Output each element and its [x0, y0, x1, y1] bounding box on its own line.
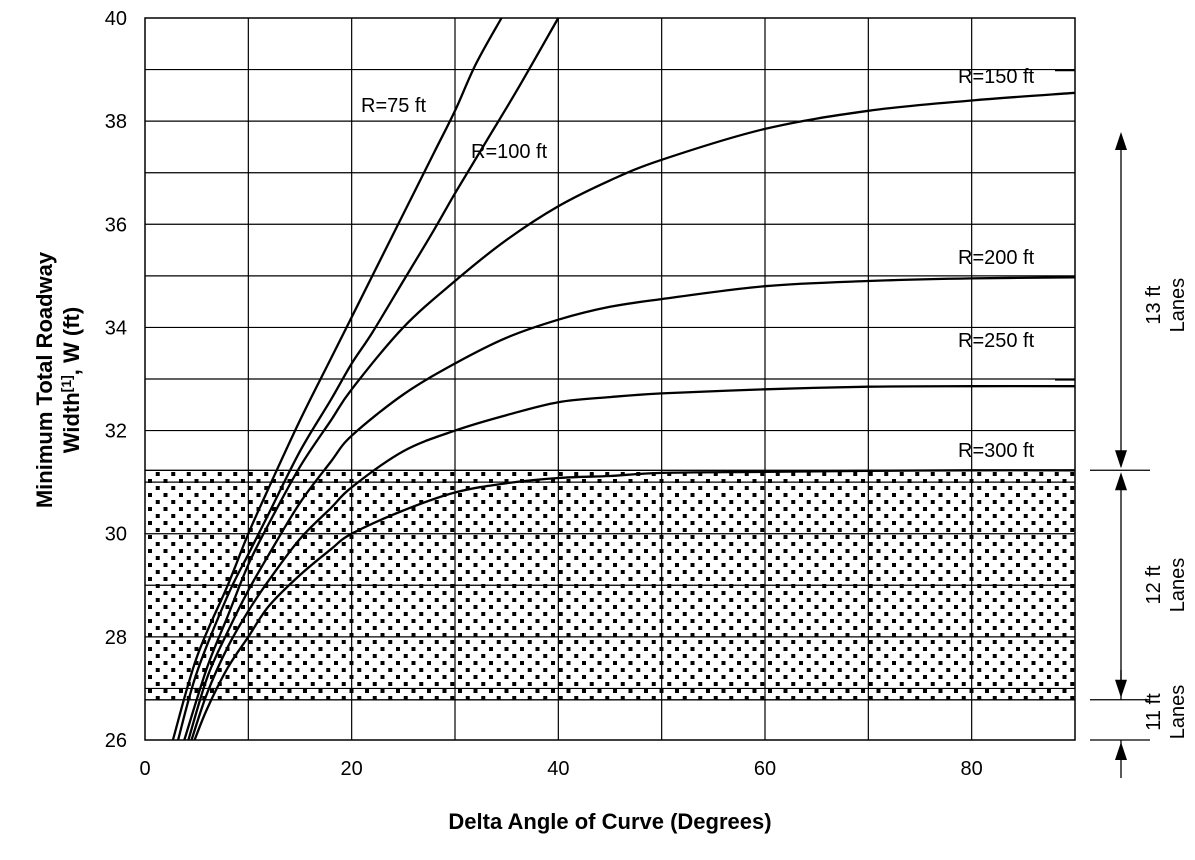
- lane-band-width: 12 ft: [1143, 565, 1165, 604]
- lane-band-label: 13 ft Lanes: [1143, 278, 1189, 333]
- curve-label-r300: R=300 ft: [958, 440, 1035, 462]
- arrowhead: [1115, 472, 1127, 491]
- lane-band-width: 13 ft: [1143, 285, 1165, 324]
- x-tick-label: 20: [341, 758, 363, 780]
- curve-r200: [187, 276, 1076, 741]
- x-tick-label: 0: [139, 758, 150, 780]
- y-tick-label: 28: [105, 627, 127, 649]
- arrowhead: [1115, 742, 1127, 760]
- y-tick-label: 34: [105, 317, 127, 339]
- curve-r100: [176, 17, 560, 741]
- lane-band-label: 11 ft Lanes: [1143, 685, 1189, 740]
- lane-band-width: 11 ft: [1143, 693, 1165, 731]
- x-tick-label: 40: [547, 758, 569, 780]
- y-tick-labels: 26 28 30 32 34 36 38 40: [105, 8, 127, 752]
- y-axis-title: Minimum Total Roadway Width[1], W (ft): [32, 251, 84, 508]
- curve-r75: [171, 17, 503, 741]
- y-axis-title-line2: Width[1], W (ft): [58, 307, 84, 453]
- curve-label-r200: R=200 ft: [958, 247, 1035, 269]
- x-tick-label: 80: [961, 758, 983, 780]
- x-axis-title: Delta Angle of Curve (Degrees): [448, 809, 771, 834]
- x-tick-labels: 0 20 40 60 80: [139, 758, 982, 780]
- y-tick-label: 40: [105, 8, 127, 30]
- y-tick-label: 30: [105, 524, 127, 546]
- lane-band-word: Lanes: [1167, 558, 1189, 613]
- y-tick-label: 26: [105, 730, 127, 752]
- y-tick-label: 32: [105, 421, 127, 443]
- y-tick-label: 36: [105, 214, 127, 236]
- grid-lines: [145, 18, 1075, 740]
- curve-r300: [193, 469, 1076, 741]
- lane-band-word: Lanes: [1167, 278, 1189, 333]
- plot-frame: [144, 17, 1076, 741]
- y-tick-label: 38: [105, 111, 127, 133]
- x-tick-label: 60: [754, 758, 776, 780]
- curve-label-r150: R=150 ft: [958, 66, 1035, 88]
- curve-r250: [190, 385, 1076, 741]
- curve-label-r100: R=100 ft: [471, 141, 548, 163]
- curve-label-r250: R=250 ft: [958, 330, 1035, 352]
- lane-band-word: Lanes: [1167, 685, 1189, 740]
- y-axis-title-line1: Minimum Total Roadway: [32, 251, 57, 508]
- curves: [171, 17, 1076, 741]
- arrowhead: [1115, 450, 1127, 469]
- curve-r150: [183, 91, 1076, 741]
- curve-label-r75: R=75 ft: [361, 95, 426, 117]
- arrowhead: [1115, 132, 1127, 150]
- lane-band-label: 12 ft Lanes: [1143, 558, 1189, 613]
